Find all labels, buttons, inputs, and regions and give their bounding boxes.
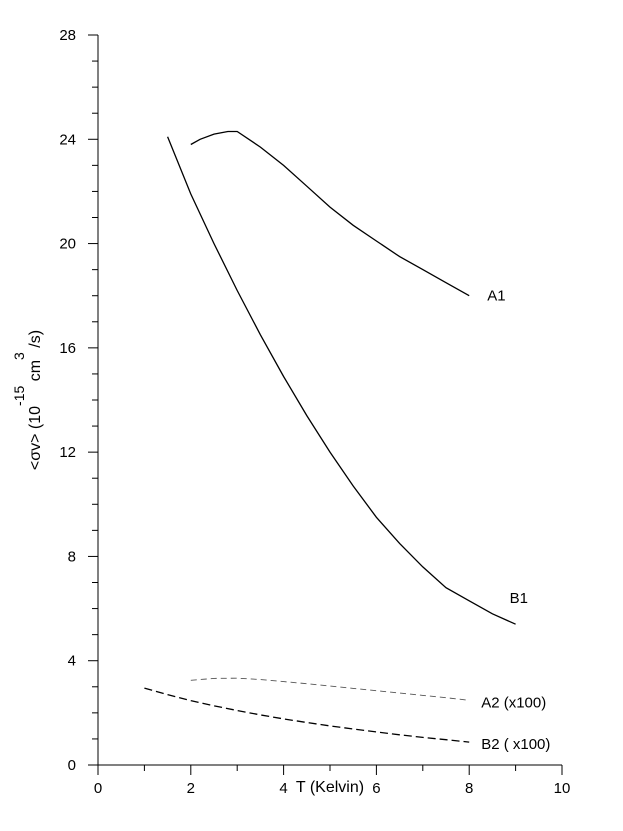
x-tick-label: 0 — [94, 780, 102, 797]
series-line — [190, 677, 470, 701]
y-tick-label: 4 — [68, 653, 76, 670]
y-tick-label: 20 — [59, 236, 76, 253]
series-line — [190, 130, 470, 297]
axes — [97, 35, 562, 766]
y-label-end: /s) — [27, 330, 44, 352]
x-tick-label: 8 — [465, 780, 473, 797]
y-label-main: <σv> (10 — [27, 406, 44, 470]
x-tick-label: 4 — [279, 780, 287, 797]
y-label-mid: cm — [27, 360, 44, 386]
x-tick-label: 6 — [372, 780, 380, 797]
y-label-exp2: 3 — [11, 352, 27, 360]
x-tick-label: 2 — [187, 780, 195, 797]
series-line — [144, 687, 470, 743]
series-line — [166, 136, 516, 625]
svg-text:<σv> (10-15 cm3 /s): <σv> (10-15 cm3 /s) — [11, 330, 44, 470]
y-tick-label: 0 — [68, 757, 76, 774]
series-label: A2 (x100) — [481, 694, 546, 711]
y-label-exp1: -15 — [11, 385, 27, 405]
y-tick-label: 8 — [68, 548, 76, 565]
y-axis-label: <σv> (10-15 cm3 /s) — [11, 330, 44, 470]
x-tick-label: 10 — [554, 780, 571, 797]
series-label: B2 ( x100) — [481, 736, 550, 753]
ticks — [88, 34, 563, 775]
series-label: B1 — [510, 590, 528, 607]
y-tick-label: 12 — [59, 444, 76, 461]
series-label: A1 — [487, 288, 505, 305]
y-tick-label: 24 — [59, 131, 76, 148]
y-tick-label: 28 — [59, 27, 76, 44]
x-axis-label: T (Kelvin) — [296, 779, 364, 796]
y-tick-label: 16 — [59, 340, 76, 357]
series-lines — [144, 130, 516, 743]
series-labels: A1 B1 A2 (x100) B2 ( x100) — [481, 288, 550, 753]
